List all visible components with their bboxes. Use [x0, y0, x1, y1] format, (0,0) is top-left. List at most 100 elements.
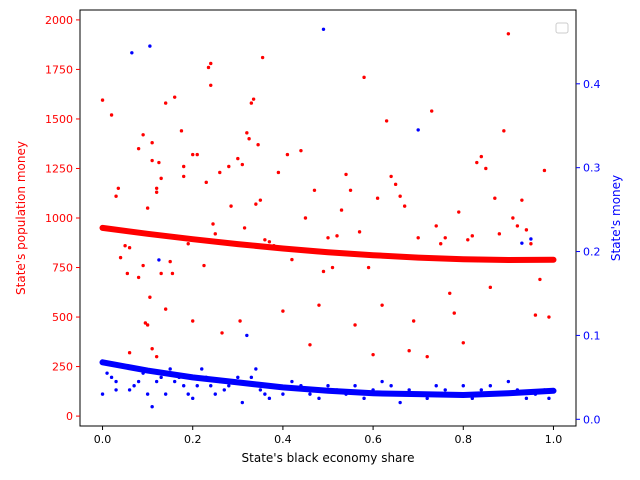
right-data-point [443, 388, 447, 392]
left-data-point [506, 32, 511, 36]
right-data-point [182, 384, 186, 388]
left-data-point [439, 242, 443, 246]
left-data-point [114, 194, 118, 198]
right-data-point [317, 396, 321, 401]
left-data-point [229, 204, 233, 208]
left-data-point [245, 131, 249, 135]
left-data-point [148, 295, 152, 299]
right-data-point [114, 379, 118, 384]
right-data-point [488, 384, 493, 388]
right-tick-label: 0.1 [583, 329, 601, 342]
left-tick-label: 1750 [45, 63, 73, 76]
right-data-point [145, 392, 150, 396]
left-data-point [393, 182, 398, 187]
left-data-point [276, 170, 281, 175]
left-data-point [141, 133, 145, 137]
right-tick-label: 0.3 [583, 162, 601, 175]
left-data-point [542, 168, 547, 173]
right-data-point [172, 379, 177, 384]
right-tick-label: 0.2 [583, 246, 601, 259]
left-data-point [366, 265, 371, 270]
left-data-point [497, 232, 502, 236]
legend-box [555, 22, 569, 34]
right-data-point [105, 371, 109, 375]
left-tick-label: 0 [66, 410, 73, 423]
right-data-point [227, 384, 231, 388]
x-tick-label: 0.0 [94, 433, 112, 446]
left-data-point [493, 196, 497, 200]
left-tick-label: 1500 [45, 113, 73, 126]
right-data-point [114, 388, 118, 392]
left-data-point [502, 129, 506, 133]
left-data-point [533, 313, 538, 317]
x-axis-ticks: 0.0 0.2 0.4 0.6 0.8 1.0 [94, 426, 562, 446]
left-data-point [260, 55, 265, 60]
left-data-point [118, 255, 123, 260]
right-data-point [200, 367, 204, 371]
right-data-point [127, 388, 132, 392]
left-axis-label: State's population money [14, 141, 28, 295]
left-tick-label: 1250 [45, 162, 73, 175]
right-data-point [213, 392, 217, 396]
right-data-point [520, 241, 524, 245]
left-data-point [479, 154, 484, 159]
left-data-point [159, 271, 163, 276]
left-data-point [150, 158, 154, 163]
left-data-point [182, 164, 186, 169]
left-data-point [213, 232, 217, 236]
left-data-point [452, 311, 456, 315]
left-data-point [267, 240, 272, 244]
left-data-point [136, 275, 141, 280]
left-data-point [515, 224, 520, 228]
left-data-point [371, 352, 375, 357]
left-trend-line [99, 224, 557, 264]
left-data-point [317, 303, 321, 307]
right-data-point [506, 379, 511, 384]
left-data-point [402, 204, 407, 208]
right-data-point [191, 396, 195, 401]
left-data-point [321, 269, 326, 274]
left-data-point [154, 186, 159, 190]
left-data-point [524, 228, 529, 232]
right-data-point [326, 384, 330, 388]
left-data-point [145, 206, 150, 210]
left-data-point [159, 176, 163, 181]
right-data-point [186, 392, 190, 396]
left-data-point [157, 160, 161, 165]
left-tick-label: 750 [52, 262, 73, 275]
left-data-point [281, 309, 285, 313]
left-data-point [236, 156, 240, 161]
left-data-point [547, 315, 551, 319]
left-data-point [218, 170, 222, 175]
right-data-point [150, 405, 154, 409]
left-data-point [154, 354, 159, 359]
x-tick-label: 0.8 [455, 433, 473, 446]
left-data-point [384, 119, 389, 123]
right-data-point [130, 51, 134, 55]
left-data-point [425, 354, 429, 359]
x-tick-label: 0.2 [184, 433, 202, 446]
right-trend-line [99, 359, 557, 399]
left-data-point [191, 319, 195, 323]
left-data-point [179, 129, 184, 133]
right-data-point [267, 396, 272, 401]
right-data-point [281, 392, 285, 396]
left-data-point [211, 222, 215, 226]
right-data-point [380, 379, 384, 384]
left-data-point [251, 97, 256, 101]
left-data-point [116, 186, 121, 190]
right-data-point [461, 384, 465, 388]
right-data-point [362, 396, 366, 401]
left-data-point [434, 224, 438, 228]
left-data-point [249, 101, 254, 105]
left-data-point [416, 236, 420, 240]
plot-frame [79, 9, 577, 427]
left-data-point [538, 277, 542, 282]
right-data-point [258, 388, 263, 392]
left-data-point [285, 152, 290, 157]
left-tick-label: 2000 [45, 14, 73, 27]
right-data-point [195, 384, 199, 388]
right-data-point [263, 392, 267, 396]
left-data-point [127, 351, 132, 355]
left-data-point [475, 160, 479, 165]
